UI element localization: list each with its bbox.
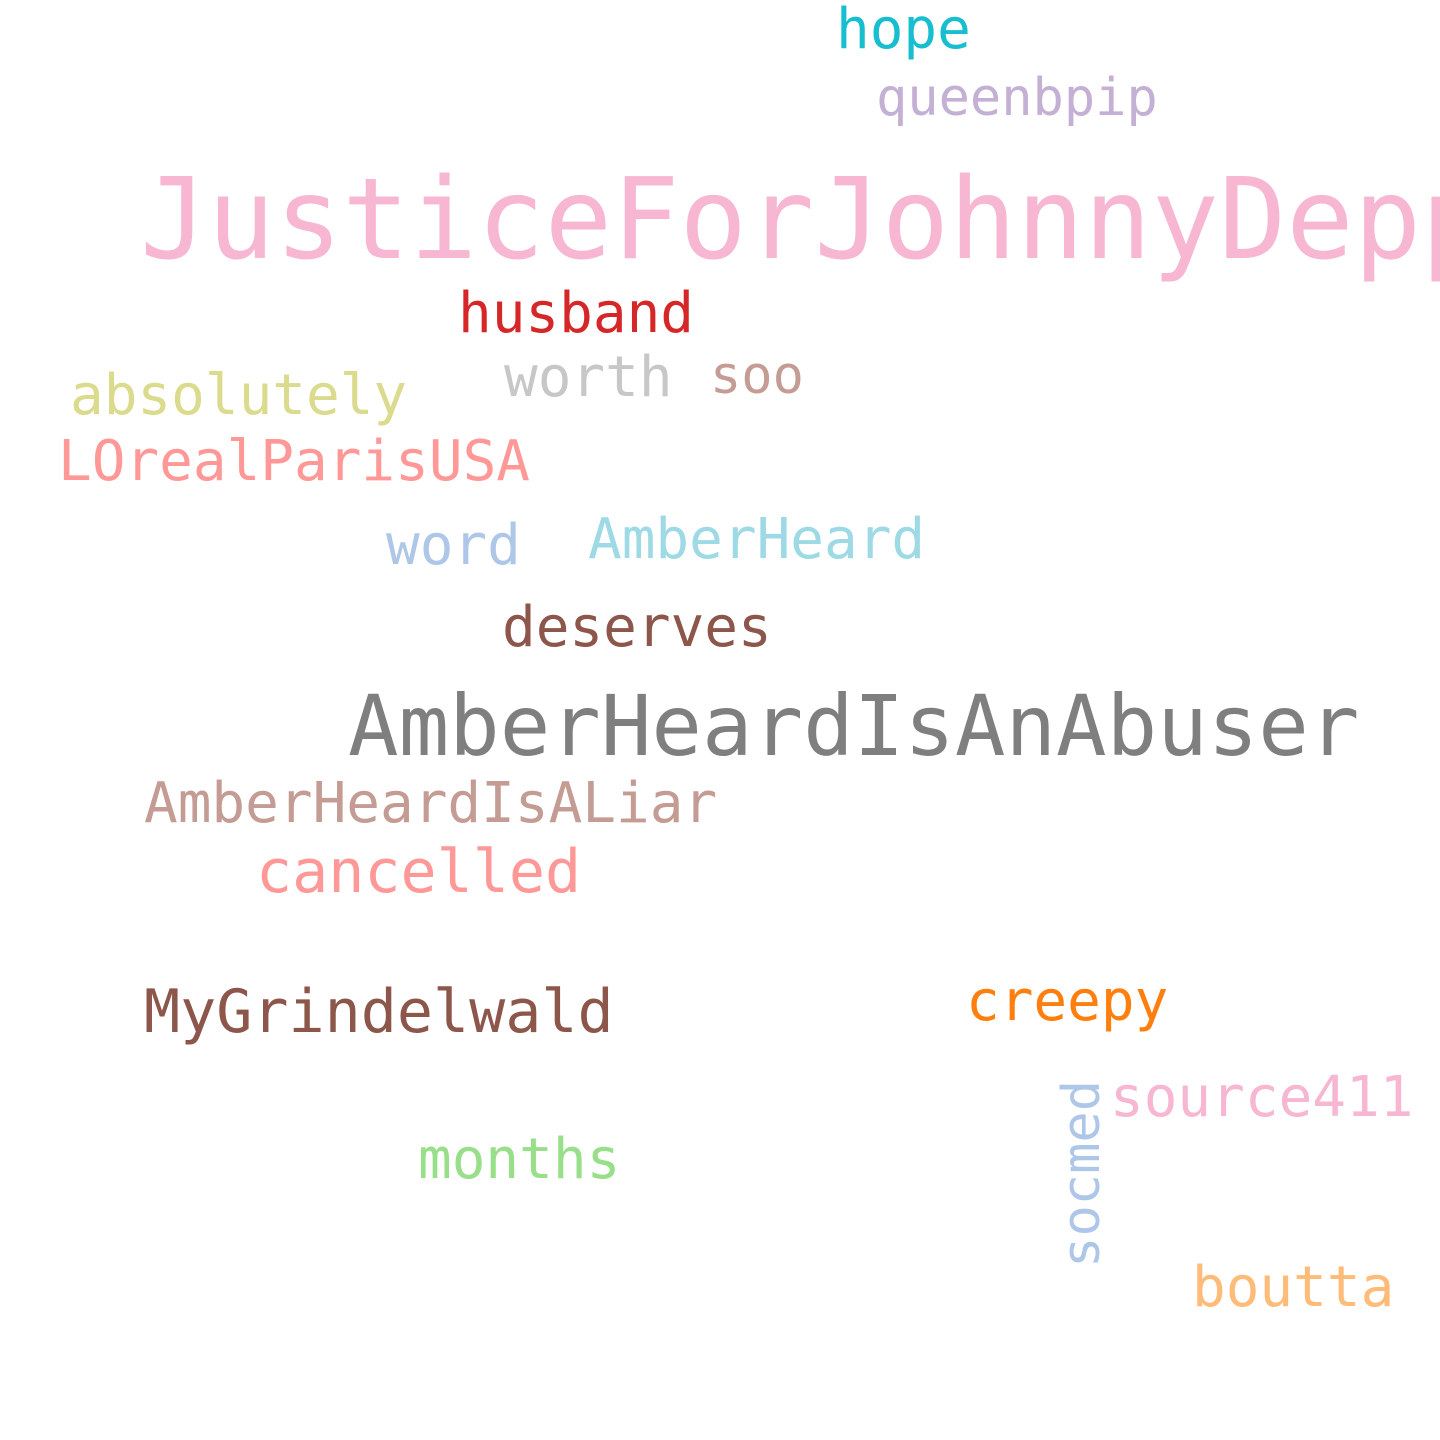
word-husband: husband	[458, 281, 695, 346]
word-months: months	[418, 1127, 621, 1192]
word-creepy: creepy	[966, 969, 1169, 1034]
word-boutta: boutta	[1192, 1255, 1395, 1320]
word-word: word	[386, 513, 521, 578]
word-amber-heard: AmberHeard	[588, 507, 926, 572]
word-cancelled: cancelled	[256, 837, 582, 907]
word-soo: soo	[710, 346, 804, 406]
word-deserves: deserves	[502, 595, 772, 660]
word-amber-heard-is-a-liar: AmberHeardIsALiar	[144, 771, 718, 836]
word-my-grindelwald: MyGrindelwald	[144, 977, 614, 1047]
word-socmed: socmed	[1052, 1080, 1112, 1268]
word-queenbpip: queenbpip	[876, 68, 1158, 128]
word-absolutely: absolutely	[70, 363, 408, 428]
word-hope: hope	[836, 0, 971, 62]
word-source411: source411	[1110, 1065, 1414, 1130]
word-worth: worth	[504, 345, 673, 410]
word-justice-for-johnny-depp: JusticeForJohnnyDepp	[140, 155, 1440, 285]
word-amber-heard-is-an-abuser: AmberHeardIsAnAbuser	[348, 677, 1360, 775]
word-loreal-paris-usa: LOrealParisUSA	[58, 429, 531, 494]
